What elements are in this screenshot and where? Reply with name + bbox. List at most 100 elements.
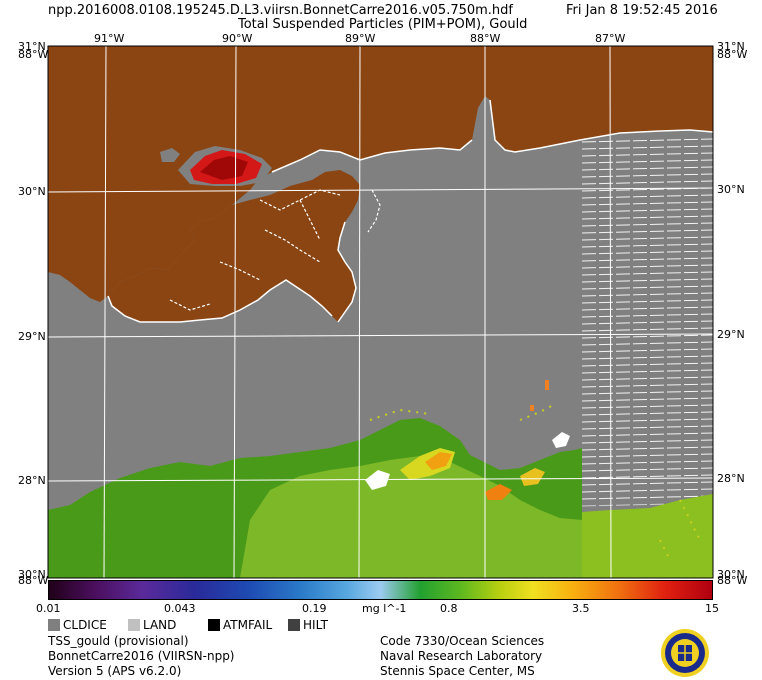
swath-stripe — [581, 418, 714, 423]
lon-label-89w: 89°W — [345, 32, 376, 45]
colorbar — [48, 580, 713, 600]
lat-label-29n-left: 29°N — [18, 330, 46, 343]
lat-label-28n-right: 28°N — [717, 472, 745, 485]
swath-stripe — [581, 159, 714, 164]
meridian-87w — [609, 45, 612, 579]
colorbar-tick-0.043: 0.043 — [164, 602, 196, 615]
swath-stripe — [581, 264, 714, 269]
swath-stripe — [581, 236, 714, 241]
swath-stripe — [581, 453, 714, 458]
lat-label-30n-left: 30°N — [18, 185, 46, 198]
marsh-fragments — [169, 189, 381, 311]
swath-stripe — [581, 474, 714, 479]
graticule — [47, 45, 714, 579]
swath-stripe — [581, 243, 714, 248]
tss-pixel-orange — [545, 380, 549, 390]
product-title: Total Suspended Particles (PIM+POM), Gou… — [238, 17, 528, 32]
swath-stripe — [581, 257, 714, 262]
file-name-title: npp.2016008.0108.195245.D.L3.viirsn.Bonn… — [48, 3, 513, 18]
swath-stripe — [581, 446, 714, 451]
swath-stripe — [581, 467, 714, 472]
swath-stripe — [581, 327, 714, 332]
parallel-29n — [47, 333, 714, 338]
lat-label-29n-right: 29°N — [717, 328, 745, 341]
swath-stripe — [581, 348, 714, 353]
swath-stripe — [581, 320, 714, 325]
footer-org-location: Stennis Space Center, MS — [380, 664, 535, 678]
parallel-30n — [47, 187, 714, 193]
swath-stripe — [581, 411, 714, 416]
swath-stripe — [581, 334, 714, 339]
swath-stripe — [581, 362, 714, 367]
swath-stripe — [581, 166, 714, 171]
legend-label-hilt: HILT — [303, 618, 328, 632]
swath-stripe — [581, 194, 714, 199]
tss-field-orange — [425, 452, 452, 470]
swath-stripe — [581, 397, 714, 402]
lat-label-28n-left: 28°N — [18, 474, 46, 487]
lat-label-30n-right: 30°N — [717, 183, 745, 196]
meridian-90w — [233, 45, 237, 579]
corner-top-right-lat: 31°N — [717, 40, 745, 53]
delta-land — [108, 170, 360, 322]
swath-stripe — [581, 138, 714, 143]
corner-top-right-lon: 88°W — [717, 48, 748, 61]
swath-stripe — [581, 250, 714, 255]
colorbar-tick-0.8: 0.8 — [440, 602, 458, 615]
swath-stripe — [581, 495, 714, 500]
nrl-seal-logo — [661, 629, 709, 677]
swath-stripe — [581, 292, 714, 297]
swath-stripe — [581, 208, 714, 213]
corner-bottom-right-lon: 88°W — [717, 574, 748, 587]
swath-stripe — [581, 145, 714, 150]
legend-label-land: LAND — [143, 618, 177, 632]
colorbar-tick-0.01: 0.01 — [36, 602, 61, 615]
tss-patch-orange — [485, 484, 512, 500]
lon-label-87w: 87°W — [595, 32, 626, 45]
corner-top-left-lon: 88°W — [18, 48, 49, 61]
swath-stripe — [581, 390, 714, 395]
lon-label-90w: 90°W — [222, 32, 253, 45]
legend-label-atmfail: ATMFAIL — [223, 618, 273, 632]
colorbar-tick-3.5: 3.5 — [572, 602, 590, 615]
swath-stripe — [581, 271, 714, 276]
footer-dataset: BonnetCarre2016 (VIIRSN-npp) — [48, 649, 235, 663]
footer-product-name: TSS_gould (provisional) — [48, 634, 189, 648]
legend-swatch-atmfail — [208, 619, 220, 631]
colorbar-units: mg l^-1 — [362, 602, 407, 615]
swath-stripe — [581, 201, 714, 206]
acquisition-datetime: Fri Jan 8 19:52:45 2016 — [566, 3, 718, 18]
map-frame — [47, 45, 714, 579]
legend-swatch-hilt — [288, 619, 300, 631]
lake-maurepas — [160, 148, 180, 162]
swath-stripe — [581, 299, 714, 304]
swath-stripe — [581, 425, 714, 430]
legend-label-cldice: CLDICE — [63, 618, 107, 632]
swath-stripe — [581, 369, 714, 374]
swath-stripe — [581, 488, 714, 493]
swath-stripe — [581, 278, 714, 283]
colorbar-tick-0.19: 0.19 — [302, 602, 327, 615]
swath-stripe — [581, 341, 714, 346]
corner-bottom-left-lat: 30°N — [18, 568, 46, 581]
footer-org-code: Code 7330/Ocean Sciences — [380, 634, 545, 648]
colorbar-tick-15: 15 — [705, 602, 719, 615]
parallel-28n — [47, 477, 714, 482]
meridian-89w — [358, 45, 361, 579]
swath-stripe — [581, 180, 714, 185]
swath-stripe — [581, 404, 714, 409]
corner-bottom-right-lat: 30°N — [717, 568, 745, 581]
cloud-patch-2 — [552, 432, 570, 448]
swath-stripe — [581, 355, 714, 360]
legend-swatch-cldice — [48, 619, 60, 631]
swath-stripe — [581, 460, 714, 465]
swath-stripe — [581, 376, 714, 381]
footer-version: Version 5 (APS v6.2.0) — [48, 664, 182, 678]
swath-stripe — [581, 313, 714, 318]
swath-stripe — [581, 481, 714, 486]
swath-stripe — [581, 439, 714, 444]
legend-swatch-land — [128, 619, 140, 631]
lon-label-91w: 91°W — [94, 32, 125, 45]
swath-stripe — [581, 383, 714, 388]
